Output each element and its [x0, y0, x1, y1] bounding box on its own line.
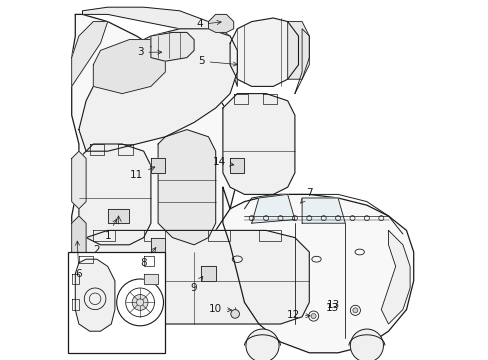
Circle shape [349, 329, 383, 360]
Polygon shape [75, 259, 115, 331]
Polygon shape [72, 22, 107, 86]
Polygon shape [151, 238, 165, 252]
Polygon shape [107, 209, 129, 223]
Polygon shape [79, 144, 151, 245]
Polygon shape [230, 158, 244, 173]
Circle shape [230, 310, 239, 318]
Polygon shape [223, 94, 294, 194]
Polygon shape [230, 18, 298, 86]
Circle shape [245, 329, 279, 360]
Text: 11: 11 [130, 167, 155, 180]
Text: 3: 3 [137, 47, 162, 57]
Polygon shape [294, 29, 309, 94]
Text: 8: 8 [140, 248, 156, 268]
Text: 7: 7 [300, 188, 312, 203]
Circle shape [352, 308, 357, 313]
Text: 4: 4 [196, 19, 221, 30]
Polygon shape [158, 130, 215, 245]
Polygon shape [72, 216, 86, 259]
Text: 10: 10 [209, 304, 231, 314]
Text: 2: 2 [93, 245, 100, 255]
Text: 5: 5 [198, 56, 237, 66]
Text: 9: 9 [190, 276, 203, 293]
Text: 1: 1 [104, 219, 117, 241]
Circle shape [132, 294, 148, 310]
Polygon shape [79, 29, 237, 151]
FancyBboxPatch shape [68, 252, 165, 353]
Polygon shape [143, 274, 158, 284]
Polygon shape [79, 230, 309, 324]
Polygon shape [93, 40, 165, 94]
Polygon shape [201, 266, 215, 281]
Text: 6: 6 [75, 241, 82, 279]
Polygon shape [251, 194, 294, 223]
Circle shape [310, 314, 316, 319]
Polygon shape [287, 22, 309, 79]
Text: 14: 14 [212, 157, 233, 167]
Polygon shape [72, 14, 237, 295]
Polygon shape [223, 187, 413, 353]
Polygon shape [151, 158, 165, 173]
Text: 12: 12 [286, 310, 309, 320]
Polygon shape [72, 151, 86, 209]
Polygon shape [302, 198, 345, 223]
Polygon shape [208, 14, 233, 32]
Text: 13: 13 [326, 300, 340, 310]
Polygon shape [381, 230, 409, 324]
Polygon shape [151, 32, 194, 61]
Text: 13: 13 [325, 303, 339, 313]
Polygon shape [82, 7, 237, 86]
